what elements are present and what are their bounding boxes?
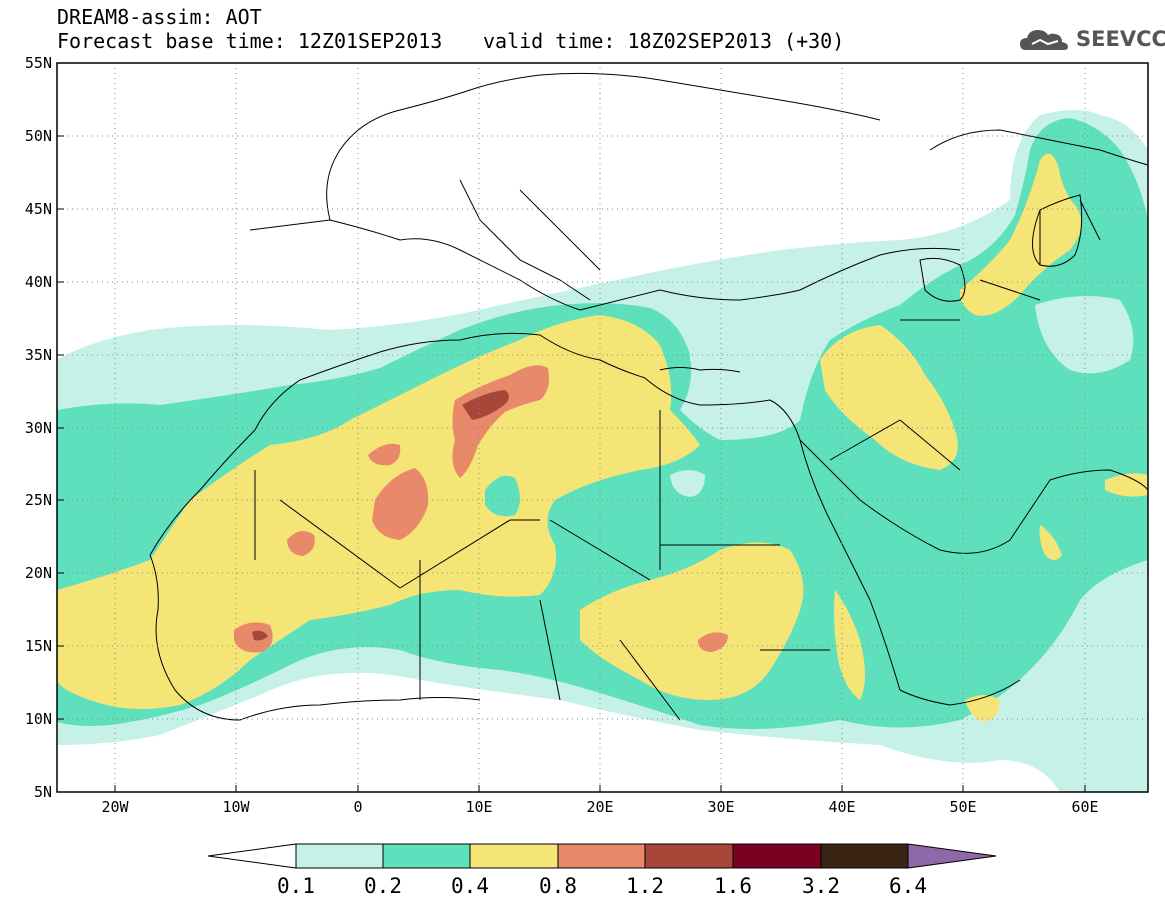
lat-label: 25N <box>25 491 52 509</box>
colorbar-swatch <box>557 843 646 869</box>
colorbar-label: 1.2 <box>626 874 664 898</box>
lon-label: 20W <box>101 798 129 816</box>
colorbar-swatch <box>820 843 909 869</box>
colorbar-swatch <box>295 843 384 869</box>
aot-level-0.4 <box>959 153 1082 316</box>
map-title: DREAM8-assim: AOT <box>57 5 262 29</box>
aot-contours <box>57 110 1148 792</box>
lon-label: 60E <box>1071 798 1098 816</box>
lat-label: 30N <box>25 419 52 437</box>
graticule <box>57 63 1148 792</box>
colorbar-overflow-triangle <box>907 843 997 869</box>
lat-label: 10N <box>25 710 52 728</box>
colorbar-label: 0.2 <box>364 874 402 898</box>
colorbar-swatch <box>382 843 471 869</box>
aot-level-0.4 <box>820 325 958 470</box>
logo-text: SEEVCCC <box>1076 27 1165 51</box>
lon-label: 40E <box>828 798 855 816</box>
aot-level-0.8 <box>234 622 273 653</box>
aot-level-0.8 <box>368 443 401 466</box>
lat-label: 15N <box>25 637 52 655</box>
aot-level-0.4 <box>834 590 865 700</box>
lat-label: 40N <box>25 273 52 291</box>
lat-label: 45N <box>25 200 52 218</box>
cloud-logo-icon <box>1020 30 1068 50</box>
colorbar-label: 3.2 <box>802 874 840 898</box>
colorbar: 0.1 0.2 0.4 0.8 1.2 1.6 3.2 6.4 <box>207 843 997 898</box>
lon-label: 10W <box>222 798 250 816</box>
axis-ticks <box>57 62 1086 793</box>
lon-label: 0 <box>353 798 362 816</box>
aot-level-0.8 <box>452 365 549 478</box>
aot-level-0.1-patch <box>690 286 812 395</box>
colorbar-label: 0.8 <box>539 874 577 898</box>
lon-label: 20E <box>586 798 613 816</box>
lon-label: 10E <box>465 798 492 816</box>
colorbar-label: 0.1 <box>277 874 315 898</box>
aot-level-0.4 <box>1105 473 1148 497</box>
coastlines-borders <box>149 72 1148 721</box>
colorbar-label: 6.4 <box>889 874 927 898</box>
valid-time: valid time: 18Z02SEP2013 (+30) <box>483 29 845 53</box>
forecast-base-time: Forecast base time: 12Z01SEP2013 <box>57 29 443 53</box>
lat-label: 50N <box>25 127 52 145</box>
colorbar-underflow-triangle <box>207 843 297 869</box>
aot-level-0.1-patch <box>1035 296 1134 374</box>
lat-label: 5N <box>34 783 52 801</box>
colorbar-swatch <box>469 843 559 869</box>
lon-label: 50E <box>949 798 976 816</box>
aot-level-0.2-patch <box>485 475 520 517</box>
lon-label: 30E <box>707 798 734 816</box>
aot-level-0.1-patch <box>670 470 705 497</box>
colorbar-swatch <box>644 843 734 869</box>
aot-level-0.8 <box>372 468 429 540</box>
aot-level-0.4 <box>965 695 1000 722</box>
colorbar-label: 1.6 <box>714 874 752 898</box>
aot-level-0.8 <box>287 531 315 556</box>
aot-level-1.2 <box>462 390 509 420</box>
latitude-labels: 55N 50N 45N 40N 35N 30N 25N 20N 15N 10N … <box>25 54 52 801</box>
lat-label: 55N <box>25 54 52 72</box>
aot-level-1.2 <box>252 630 268 641</box>
lat-label: 35N <box>25 346 52 364</box>
longitude-labels: 20W 10W 0 10E 20E 30E 40E 50E 60E <box>101 798 1098 816</box>
aot-level-0.8 <box>698 632 728 652</box>
lat-label: 20N <box>25 564 52 582</box>
aot-level-0.4 <box>1039 525 1062 560</box>
colorbar-label: 0.4 <box>451 874 489 898</box>
colorbar-swatch <box>732 843 822 869</box>
